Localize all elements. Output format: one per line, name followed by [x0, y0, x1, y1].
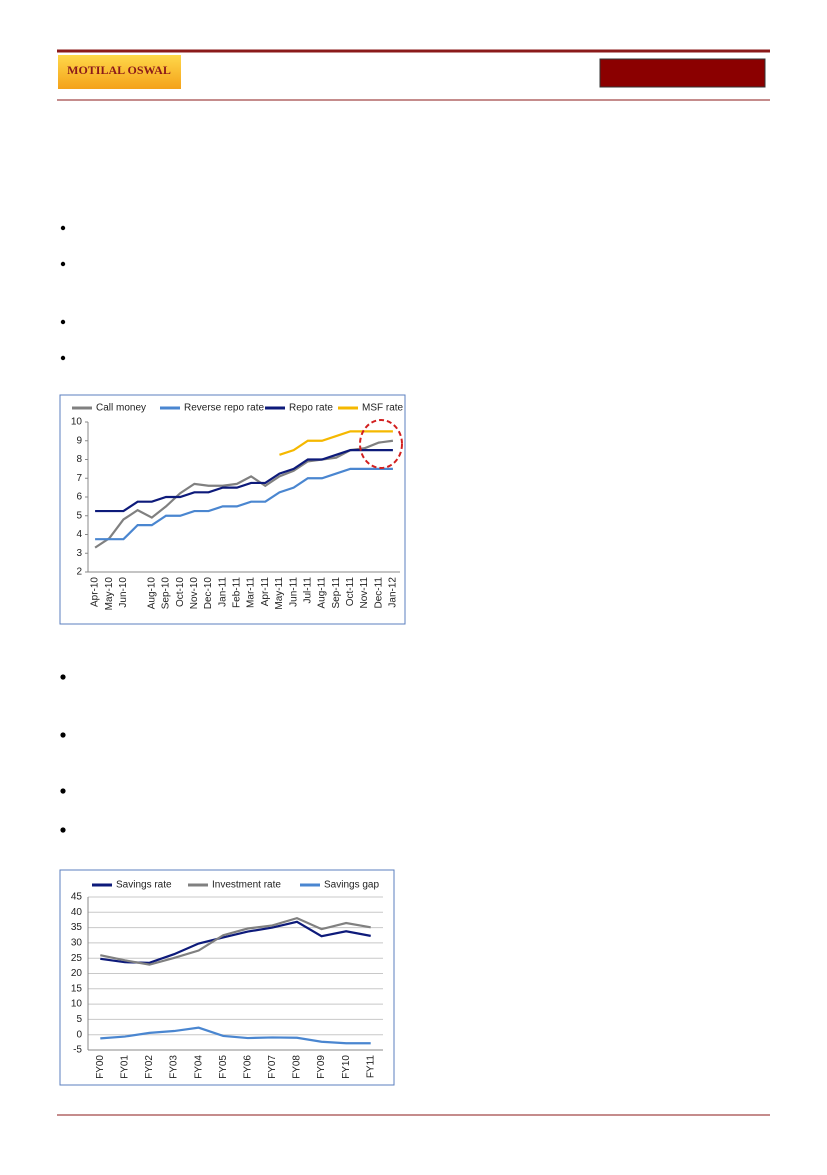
- y-tick-label: 5: [76, 510, 82, 521]
- y-tick-label: 10: [71, 999, 83, 1010]
- y-tick-label: 8: [76, 454, 82, 465]
- legend-label: Investment rate: [212, 880, 281, 891]
- x-tick-label: Mar-11: [246, 577, 257, 608]
- y-tick-label: 0: [76, 1029, 82, 1040]
- x-tick-label: Jun-10: [118, 577, 129, 608]
- y-tick-label: 30: [71, 938, 83, 949]
- x-tick-label: FY09: [316, 1055, 327, 1079]
- y-tick-label: 15: [71, 983, 83, 994]
- x-tick-label: Dec-10: [203, 577, 214, 610]
- y-tick-label: 20: [71, 968, 83, 979]
- x-tick-label: May-11: [274, 577, 285, 610]
- chart-frame: [59, 869, 395, 1086]
- legend-label: Reverse repo rate: [184, 403, 264, 414]
- x-tick-label: Dec-11: [373, 577, 384, 609]
- series-line: [100, 916, 371, 966]
- logo-text: MOTILAL OSWAL: [67, 63, 171, 77]
- x-tick-label: Nov-10: [189, 577, 200, 610]
- y-tick-label: 6: [76, 492, 82, 503]
- highlight-circle: [359, 419, 403, 469]
- legend-label: Savings rate: [116, 880, 172, 891]
- x-tick-label: FY08: [292, 1055, 303, 1079]
- x-tick-label: FY02: [144, 1055, 155, 1079]
- chart-frame: [59, 394, 406, 625]
- y-tick-label: 45: [71, 892, 83, 903]
- x-tick-label: May-10: [104, 577, 115, 611]
- x-tick-label: FY04: [193, 1055, 204, 1079]
- x-tick-label: FY06: [242, 1055, 253, 1079]
- x-tick-label: Jan-12: [388, 577, 399, 608]
- y-tick-label: 4: [76, 529, 82, 540]
- x-tick-label: Feb-11: [232, 577, 243, 608]
- x-tick-label: Sep-10: [161, 577, 172, 610]
- x-tick-label: Nov-11: [359, 577, 370, 609]
- x-tick-label: Sep-11: [331, 577, 342, 609]
- logo: [58, 55, 181, 89]
- x-tick-label: Jul-11: [302, 577, 313, 604]
- x-tick-label: FY01: [120, 1055, 131, 1079]
- series-line: [100, 1026, 371, 1045]
- x-tick-label: Apr-11: [260, 577, 271, 607]
- x-tick-label: Oct-10: [175, 577, 186, 607]
- y-tick-label: 7: [76, 473, 82, 484]
- x-tick-label: Aug-10: [146, 577, 157, 610]
- x-tick-label: FY03: [169, 1055, 180, 1079]
- legend-label: Savings gap: [324, 880, 379, 891]
- series-line: [100, 920, 371, 964]
- x-tick-label: FY07: [267, 1055, 278, 1079]
- bullets: [60, 225, 66, 833]
- legend-label: Repo rate: [289, 403, 333, 414]
- x-tick-label: FY10: [341, 1055, 352, 1079]
- header-box: [599, 58, 766, 88]
- series-line: [95, 467, 393, 541]
- x-tick-label: Apr-10: [90, 577, 101, 607]
- y-tick-label: 35: [71, 922, 83, 933]
- y-tick-label: -5: [73, 1045, 82, 1056]
- x-tick-label: FY05: [218, 1055, 229, 1079]
- series-line: [279, 430, 393, 456]
- y-tick-label: 3: [76, 548, 82, 559]
- series-line: [94, 439, 394, 549]
- legend-label: MSF rate: [362, 403, 404, 414]
- x-tick-label: Jan-11: [217, 577, 228, 607]
- y-tick-label: 5: [76, 1014, 82, 1025]
- series-line: [95, 449, 393, 513]
- legend-label: Call money: [96, 403, 146, 414]
- x-tick-label: FY11: [365, 1055, 376, 1079]
- y-tick-label: 40: [71, 907, 83, 918]
- y-tick-label: 2: [76, 567, 82, 578]
- y-tick-label: 10: [71, 417, 83, 428]
- x-tick-label: FY00: [95, 1055, 106, 1079]
- y-tick-label: 9: [76, 435, 82, 446]
- x-tick-label: Jun-11: [288, 577, 299, 607]
- y-tick-label: 25: [71, 953, 83, 964]
- x-tick-label: Oct-11: [345, 577, 356, 607]
- x-tick-label: Aug-11: [317, 577, 328, 609]
